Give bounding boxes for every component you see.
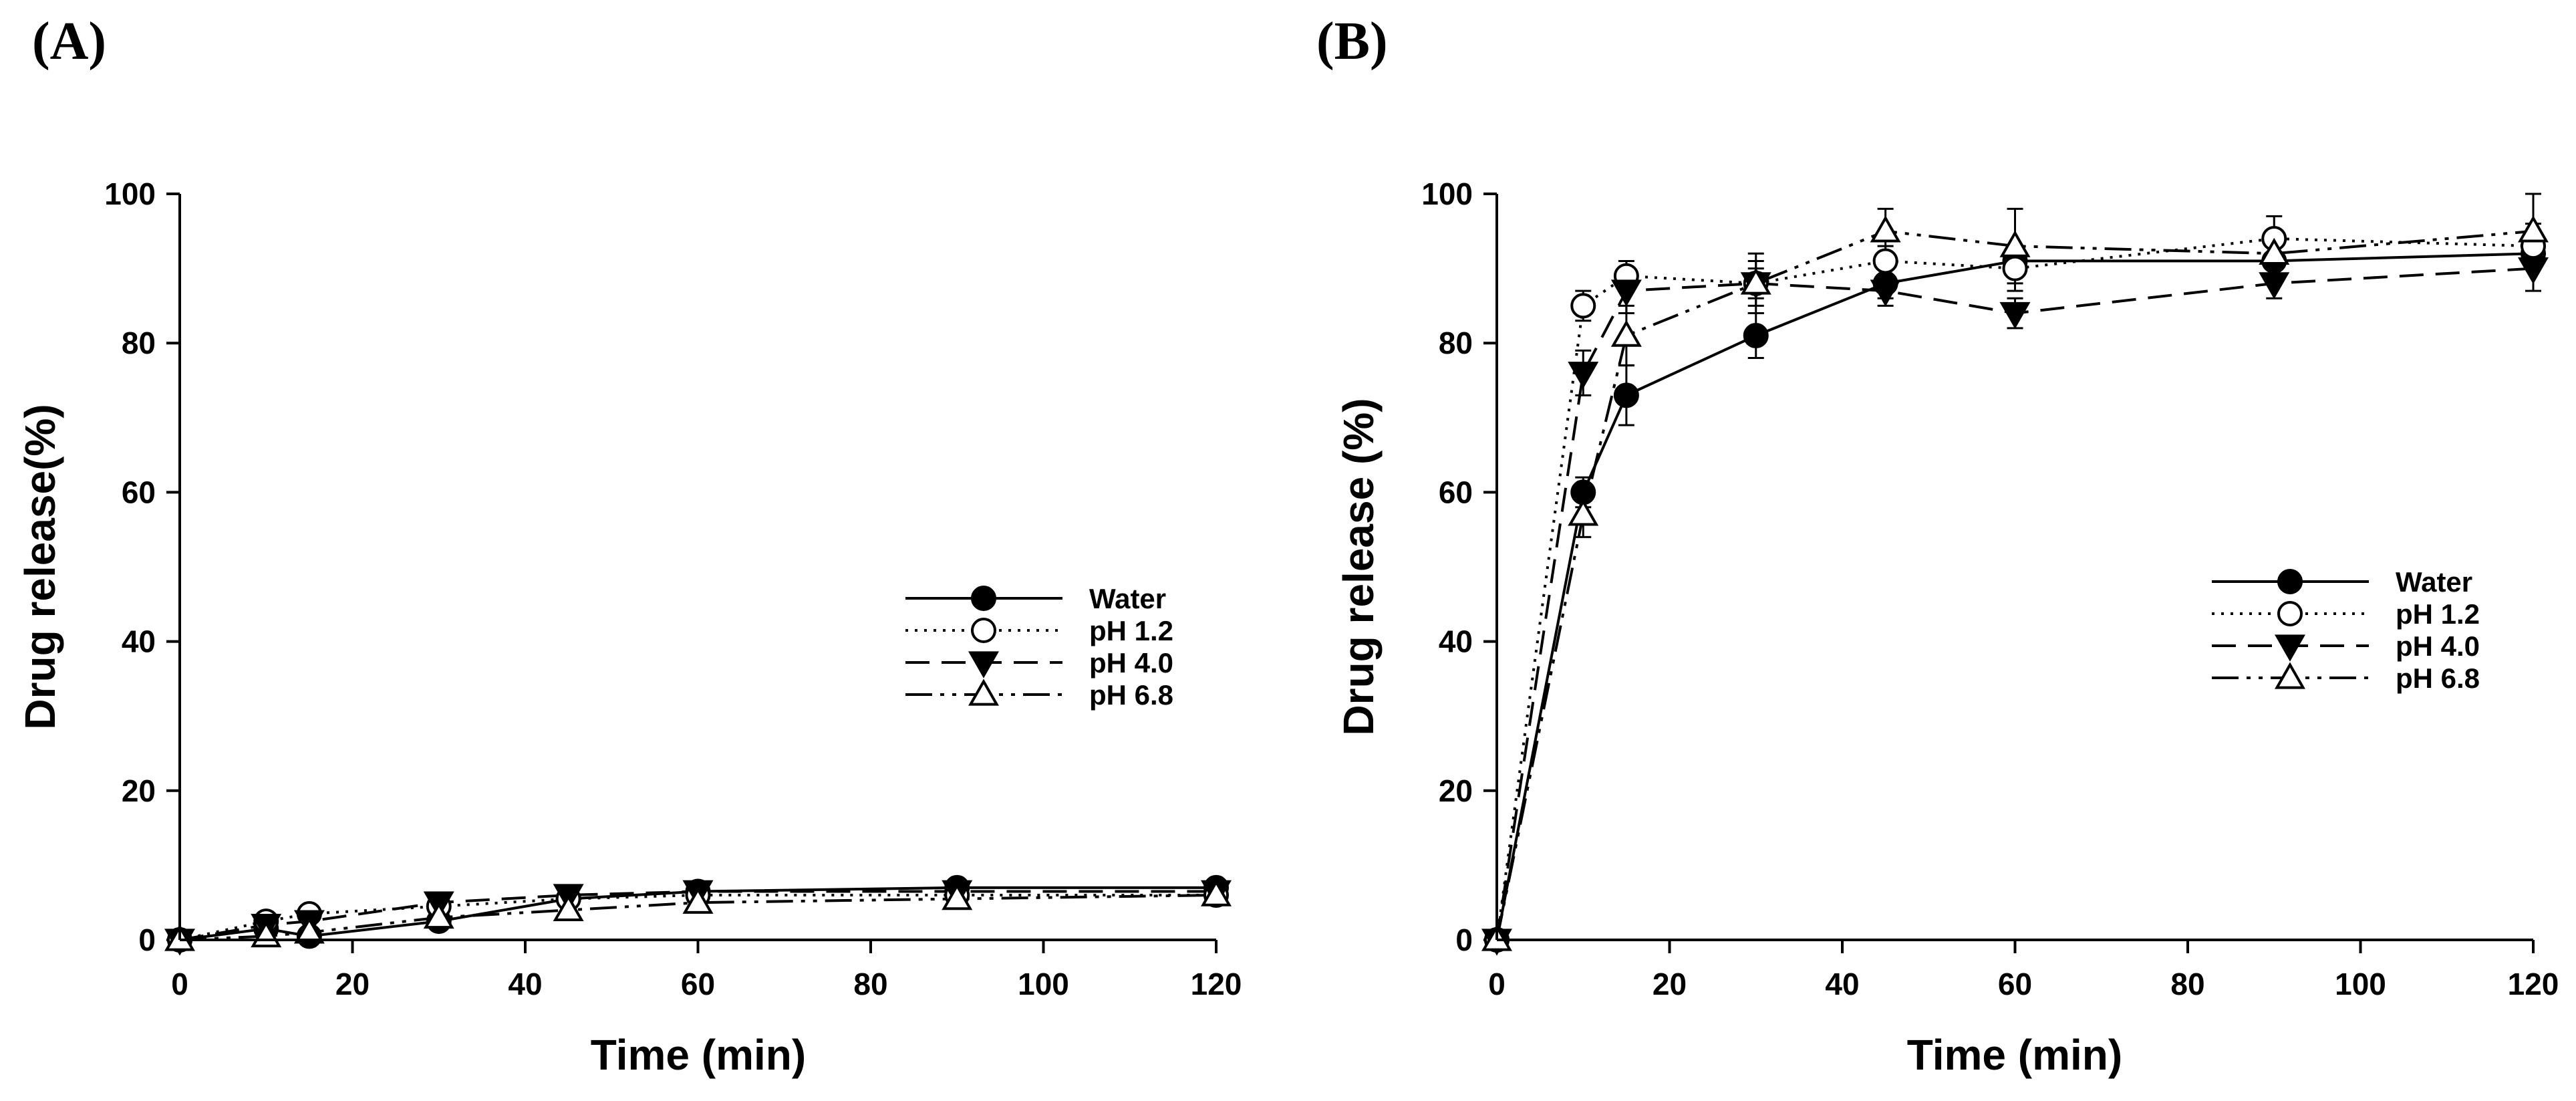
panel-a: (A) 0 20 40 60 80 100 120 0 20 40 60 80 100 Time (mi… [16,12,1242,1079]
x-tick-label-a-3: 60 [681,967,715,1001]
y-tick-label-b-5: 100 [1421,176,1473,211]
data-point-b-water-3 [1743,323,1769,349]
legend-item-a-ph-4-0: pH 4.0 [905,647,1173,679]
data-point-b-ph-4-0-2 [1610,279,1642,307]
x-tick-label-b-5: 100 [2335,967,2386,1001]
legend-marker-a-ph-6-8 [968,679,999,706]
legend-label-b-ph-4-0: pH 4.0 [2396,630,2480,662]
error-bars-b [1575,193,2541,538]
data-point-a-ph-6-8-5 [682,886,714,914]
data-point-a-ph-6-8-7 [1201,879,1232,906]
y-tick-label-a-5: 100 [104,176,156,211]
data-point-b-ph-6-8-3 [1740,267,1771,295]
series-line-b-ph-1-2 [1497,237,2534,941]
y-tick-label-b-0: 0 [1455,923,1473,957]
panel-b: (B) 0 20 40 60 80 100 120 0 20 40 60 80 100 Time (mi… [1316,12,2559,1079]
series-a [164,874,1232,956]
data-point-b-ph-1-2-1 [1570,293,1596,319]
y-tick-label-a-0: 0 [138,923,156,957]
legend-label-b-water: Water [2396,566,2472,598]
x-tick-label-b-2: 40 [1825,967,1859,1001]
series-line-b-ph-4-0 [1497,267,2534,941]
legend-item-b-ph-1-2: pH 1.2 [2212,598,2480,630]
y-axis-title-b: Drug release (%) [1334,398,1383,735]
legend-item-a-water: Water [905,583,1166,614]
axis-ticks-a: 0 20 40 60 80 100 120 0 20 40 60 80 100 [104,176,1242,1001]
x-tick-label-a-4: 80 [853,967,887,1001]
x-tick-label-a-0: 0 [171,967,188,1001]
markers-a [164,874,1232,956]
data-point-b-ph-1-2-5 [2002,255,2028,281]
x-tick-label-a-6: 120 [1191,967,1242,1001]
data-point-a-ph-6-8-2 [293,916,325,944]
y-tick-label-b-4: 80 [1439,326,1473,360]
y-tick-label-b-3: 60 [1439,475,1473,509]
y-tick-label-a-2: 40 [122,624,156,659]
data-point-b-ph-6-8-4 [1870,215,1901,243]
legend-marker-b-ph-1-2 [2277,601,2303,626]
data-point-b-ph-1-2-4 [1872,248,1898,274]
data-point-b-ph-6-8-5 [1999,230,2031,257]
x-tick-label-b-6: 120 [2508,967,2559,1001]
legend-label-a-ph-1-2: pH 1.2 [1089,615,1173,646]
legend-label-b-ph-1-2: pH 1.2 [2396,598,2480,630]
y-axis-title-a: Drug release(%) [16,404,64,729]
data-point-b-ph-4-0-1 [1568,362,1599,389]
x-tick-label-b-4: 80 [2170,967,2204,1001]
panel-label-b: (B) [1316,12,1388,71]
y-tick-label-a-3: 60 [122,475,156,509]
legend-item-a-ph-6-8: pH 6.8 [905,679,1173,711]
legend-label-a-ph-4-0: pH 4.0 [1089,647,1173,679]
legend-marker-b-ph-4-0 [2275,634,2305,662]
y-tick-label-b-2: 40 [1439,624,1473,659]
x-tick-label-b-1: 20 [1653,967,1687,1001]
y-tick-label-a-1: 20 [122,773,156,808]
x-tick-label-a-5: 100 [1018,967,1069,1001]
y-tick-label-b-1: 20 [1439,773,1473,808]
legend-label-b-ph-6-8: pH 6.8 [2396,662,2480,694]
data-point-b-water-2 [1613,382,1639,408]
legend-marker-b-ph-6-8 [2275,662,2305,689]
data-point-a-ph-6-8-6 [942,883,973,910]
panel-label-a: (A) [32,12,106,71]
legend-item-b-water: Water [2212,566,2472,598]
y-tick-label-a-4: 80 [122,326,156,360]
series-line-b-water [1497,252,2534,941]
x-tick-label-a-1: 20 [335,967,370,1001]
legend-marker-a-ph-1-2 [971,618,996,643]
x-axis-title-a: Time (min) [591,1031,806,1079]
markers-b [1481,215,2549,956]
axis-ticks-b: 0 20 40 60 80 100 120 0 20 40 60 80 100 [1421,176,2559,1001]
data-point-b-ph-4-0-4 [1870,279,1901,307]
legend-label-a-water: Water [1089,583,1166,614]
legend-marker-a-ph-4-0 [968,651,999,679]
series-line-b-ph-6-8 [1497,229,2534,941]
x-tick-label-b-0: 0 [1488,967,1506,1001]
series-lines-b [1497,229,2534,941]
data-point-a-ph-6-8-3 [423,901,454,929]
x-tick-label-a-2: 40 [508,967,542,1001]
x-axis-title-b: Time (min) [1907,1031,2122,1079]
legend-item-b-ph-4-0: pH 4.0 [2212,630,2480,662]
data-point-b-ph-4-0-6 [2259,272,2290,299]
legend-item-b-ph-6-8: pH 6.8 [2212,662,2480,694]
data-point-b-ph-6-8-1 [1568,499,1599,526]
data-point-b-ph-6-8-7 [2518,215,2549,243]
data-point-b-ph-6-8-6 [2259,237,2290,265]
legend-marker-a-water [971,586,996,611]
data-point-a-ph-6-8-4 [553,894,584,922]
legend-marker-b-water [2277,569,2303,594]
legend-item-a-ph-1-2: pH 1.2 [905,615,1173,646]
data-point-b-ph-6-8-2 [1610,320,1642,347]
data-point-b-ph-4-0-7 [2518,257,2549,285]
legend-label-a-ph-6-8: pH 6.8 [1089,679,1173,711]
series-b [1481,193,2549,956]
data-point-b-ph-4-0-5 [1999,301,2031,330]
x-tick-label-b-3: 60 [1998,967,2032,1001]
